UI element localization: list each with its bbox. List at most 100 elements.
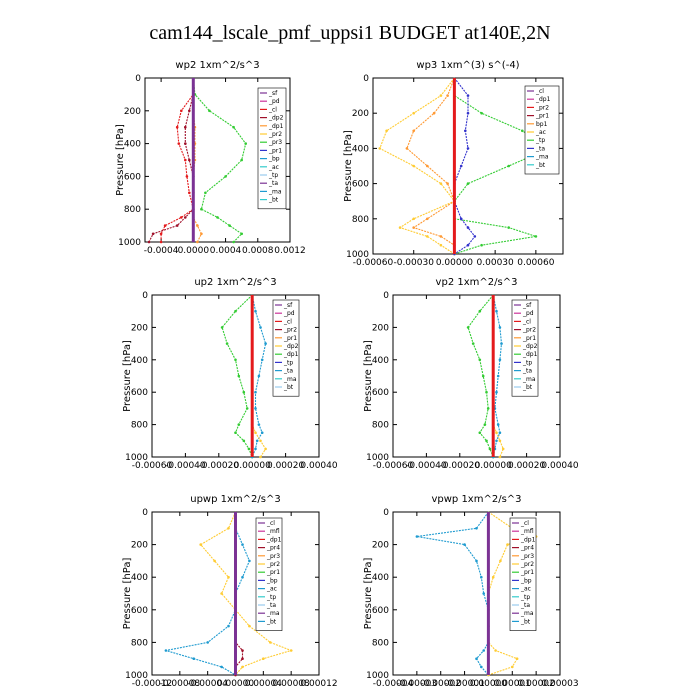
legend-entry: _sf — [268, 90, 278, 97]
series-point — [180, 109, 183, 113]
plot-frame — [392, 294, 561, 458]
series-point — [289, 649, 293, 652]
legend-entry: _pd — [283, 310, 295, 317]
series-point — [254, 407, 257, 410]
series-point — [507, 226, 511, 229]
x-tick-label: 0.00020 — [267, 461, 304, 471]
x-tick-label: 0.00001 — [494, 679, 531, 689]
y-tick-label: 200 — [372, 323, 389, 333]
legend-entry: _tp — [266, 594, 276, 601]
series-point — [459, 217, 463, 221]
series-point — [488, 447, 492, 451]
legend-entry: _pr1 — [283, 335, 297, 342]
series-point — [506, 543, 509, 546]
series-point — [498, 431, 502, 435]
series-point — [483, 423, 487, 426]
legend-entry: _dp2 — [268, 115, 284, 122]
legend-entry: _ac — [266, 586, 277, 593]
series-point — [480, 665, 483, 669]
y-tick-label: 0 — [383, 291, 389, 301]
panel-1: wp2 1xm^2/s^3 Pressure [hPa] 0 200 400 600 800… — [115, 60, 306, 256]
legend-entry: _tp — [522, 359, 532, 366]
series-point — [481, 374, 485, 378]
x-tick-label: 0.00000 — [470, 679, 507, 689]
legend-entry: _bp — [520, 577, 532, 584]
x-tick-label: -0.0004 — [144, 246, 179, 256]
series-point — [432, 111, 436, 115]
series-point — [446, 182, 449, 185]
legend-entry: _pd — [522, 310, 534, 317]
legend-entry: _ma — [535, 154, 549, 161]
y-tick-label: 800 — [372, 421, 389, 431]
series-point — [498, 455, 502, 459]
y-tick-label: 1000 — [366, 453, 389, 463]
x-tick-label: -0.00020 — [199, 461, 240, 471]
y-axis-label: Pressure [hPa] — [363, 340, 374, 412]
legend-entry: _pr2 — [283, 327, 297, 334]
legend-entry: _pr1 — [266, 569, 280, 576]
series-point — [475, 657, 478, 660]
series-point — [521, 129, 524, 133]
legend-entry: _pr2 — [268, 131, 282, 138]
y-tick-label: 0 — [363, 74, 369, 84]
series-point — [255, 439, 259, 443]
legend-entry: _dp1 — [535, 96, 551, 103]
series-point — [232, 125, 235, 129]
legend-entry: _pr2 — [520, 561, 534, 568]
y-tick-label: 200 — [124, 107, 141, 117]
legend-entry: _cl — [268, 106, 277, 113]
series-point — [534, 235, 538, 238]
legend-entry: _bt — [535, 162, 546, 169]
legend-entry: _dp2 — [522, 343, 538, 350]
y-tick-label: 200 — [131, 323, 148, 333]
series-point — [247, 447, 251, 451]
y-tick-label: 400 — [352, 144, 369, 154]
panel-title: up2 1xm^2/s^3 — [194, 277, 276, 288]
series-point — [498, 358, 502, 362]
legend-entry: _pr3 — [266, 553, 280, 560]
series-line — [192, 77, 247, 243]
series-line — [221, 294, 253, 458]
y-tick-label: 0 — [383, 508, 389, 518]
series-point — [412, 226, 416, 229]
x-tick-label: -0.00004 — [373, 679, 414, 689]
series-point — [254, 309, 257, 313]
series-point — [259, 439, 262, 443]
series-point — [466, 243, 470, 247]
series-point — [439, 94, 443, 97]
series-point — [259, 455, 262, 459]
series-point — [177, 142, 181, 145]
series-point — [240, 232, 243, 236]
legend-entry: _bt — [266, 618, 277, 625]
series-line — [453, 77, 476, 255]
series-point — [478, 431, 482, 435]
legend-entry: _ta — [283, 368, 293, 375]
series-point — [471, 342, 475, 345]
series-point — [163, 224, 167, 227]
legend-entry: _pr2 — [522, 327, 536, 334]
x-tick-label: -0.00060 — [353, 258, 394, 268]
x-tick-label: -0.00020 — [440, 461, 481, 471]
legend-entry: _sf — [522, 302, 532, 309]
series-point — [248, 624, 251, 628]
series-point — [185, 175, 189, 178]
plot-frame — [372, 77, 564, 255]
legend-entry: _pr2 — [535, 104, 549, 111]
legend-entry: _bt — [268, 197, 279, 204]
series-point — [511, 665, 514, 669]
series-point — [241, 657, 244, 660]
legend-entry: _dp1 — [266, 536, 282, 543]
series-point — [412, 164, 416, 168]
legend-entry: _ta — [268, 180, 278, 187]
series-point — [237, 423, 241, 426]
x-tick-label: 0.00000 — [217, 679, 254, 689]
series-point — [385, 129, 388, 133]
y-tick-label: 600 — [124, 172, 141, 182]
series-point — [227, 575, 230, 579]
series-point — [192, 657, 196, 660]
series-point — [480, 575, 483, 579]
legend-entry: _pr1 — [268, 147, 282, 154]
series-point — [237, 374, 241, 378]
series-point — [439, 243, 443, 247]
x-tick-label: -0.00002 — [420, 679, 460, 689]
